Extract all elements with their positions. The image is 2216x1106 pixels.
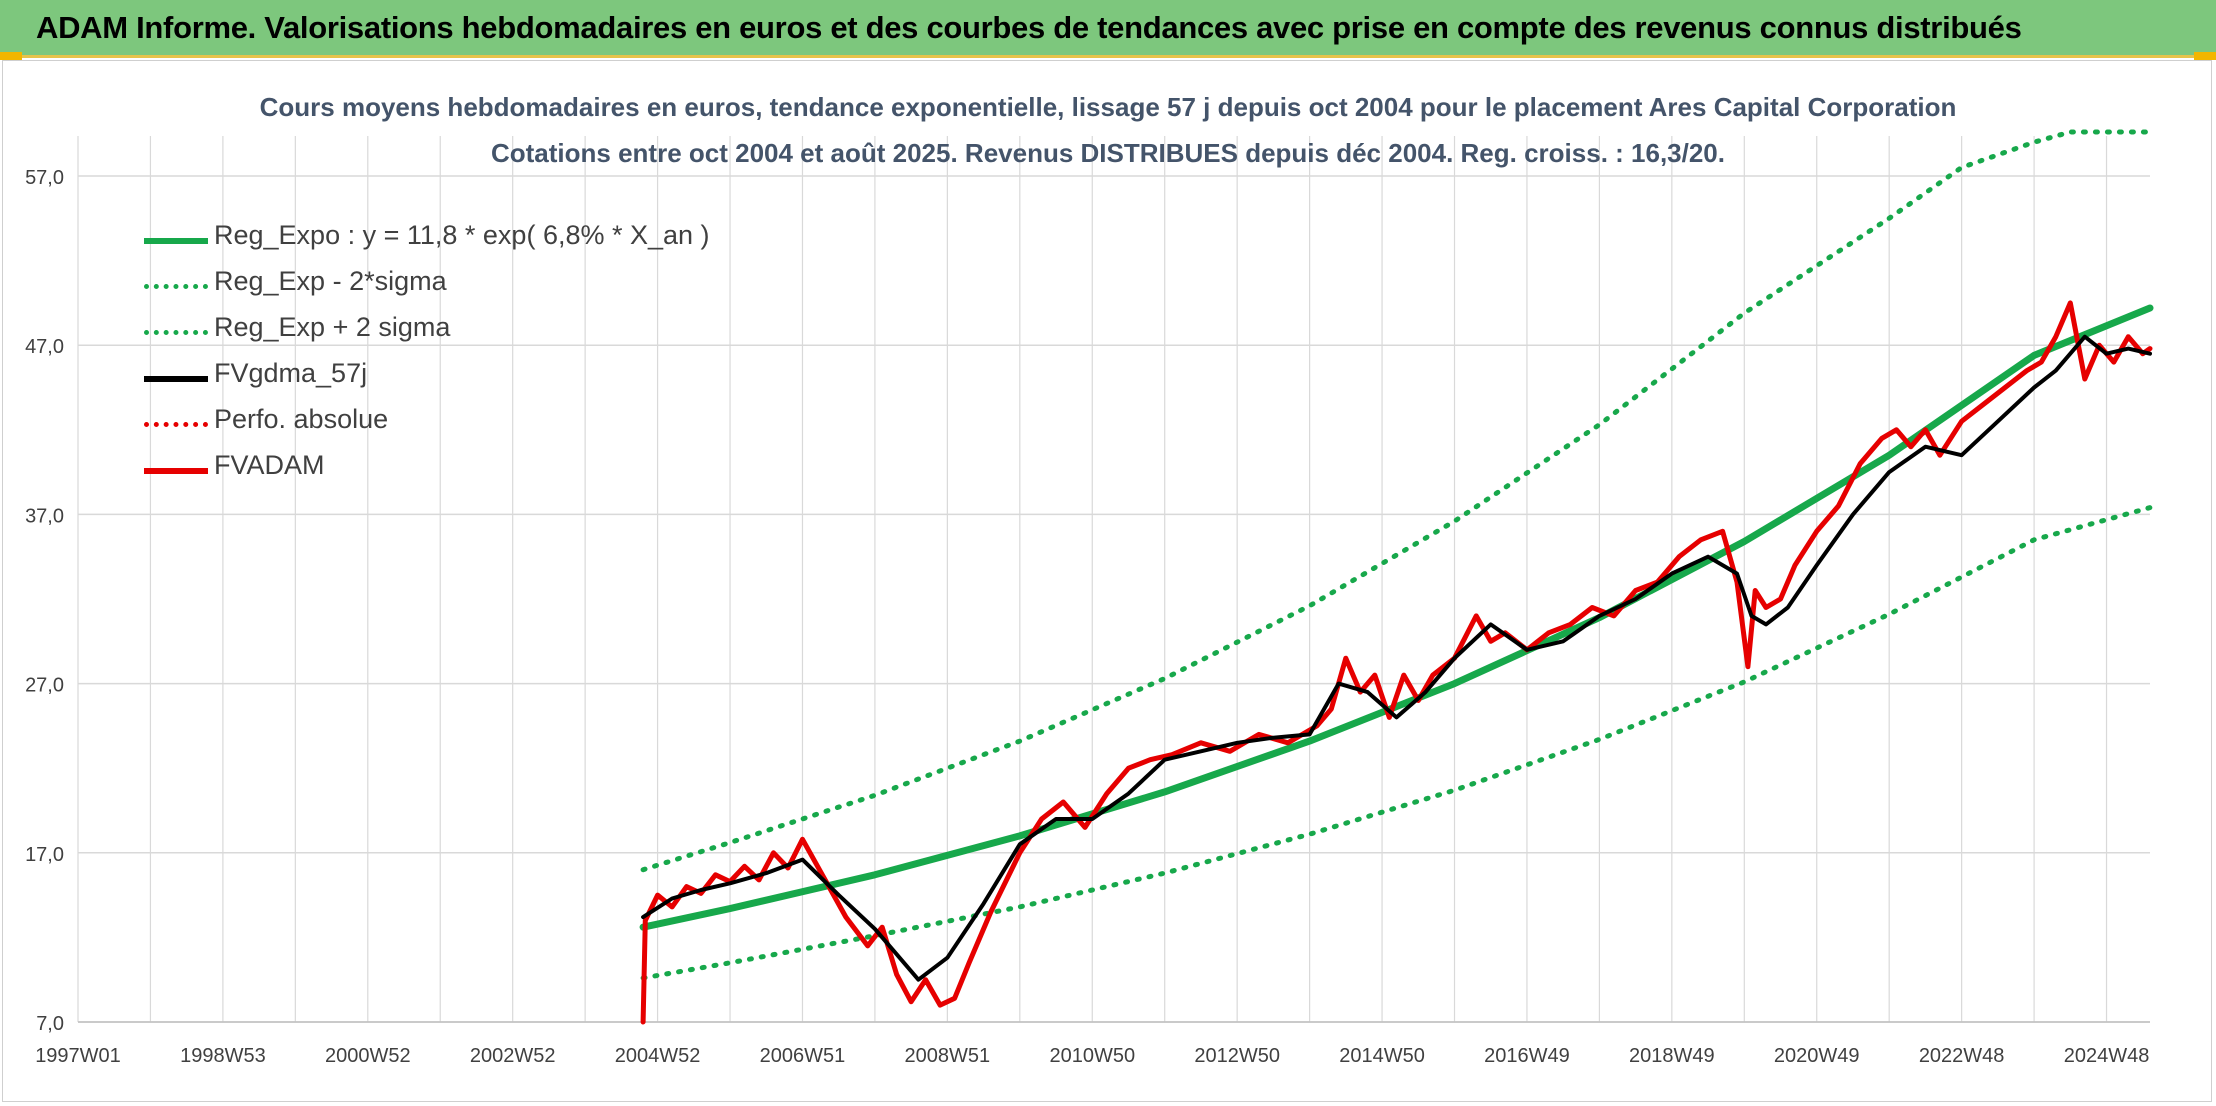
tick-layer: 57,0 47,0 37,0 27,0 17,0 7,0 1997W01 1998W53 200… <box>25 167 2149 1067</box>
x-tick-label: 2008W51 <box>905 1045 991 1067</box>
corner-marker-left <box>0 52 22 60</box>
chart-title: Cours moyens hebdomadaires en euros, ten… <box>259 92 1957 122</box>
series-line-reg_exp <box>640 505 2153 981</box>
y-tick-label: 37,0 <box>25 505 64 527</box>
x-tick-label: 1998W53 <box>180 1045 266 1067</box>
y-tick-label: 47,0 <box>25 336 64 358</box>
legend-swatch <box>144 376 208 382</box>
legend-swatch <box>144 330 208 335</box>
x-tick-label: 2012W50 <box>1194 1045 1280 1067</box>
x-tick-label: 2024W48 <box>2064 1045 2150 1067</box>
legend-label: Reg_Exp - 2*sigma <box>214 266 447 296</box>
legend-swatch <box>144 284 208 289</box>
legend-swatch <box>144 468 208 474</box>
x-tick-label: 2018W49 <box>1629 1045 1715 1067</box>
series-line-reg_exp <box>640 129 2153 873</box>
x-tick-label: 2010W50 <box>1049 1045 1135 1067</box>
x-tick-label: 2002W52 <box>470 1045 556 1067</box>
x-tick-label: 2022W48 <box>1919 1045 2005 1067</box>
legend-label: FVgdma_57j <box>214 358 368 388</box>
x-tick-label: 1997W01 <box>35 1045 121 1067</box>
x-tick-label: 2020W49 <box>1774 1045 1860 1067</box>
y-tick-label: 27,0 <box>25 675 64 697</box>
x-tick-label: 2000W52 <box>325 1045 411 1067</box>
legend-swatch <box>144 238 208 244</box>
x-tick-label: 2006W51 <box>760 1045 846 1067</box>
legend-swatch <box>144 422 208 427</box>
legend-label: Reg_Expo : y = 11,8 * exp( 6,8% * X_an ) <box>214 220 710 250</box>
series-line-reg_expo <box>639 304 2154 931</box>
chart-frame <box>2 60 2212 1102</box>
y-tick-label: 7,0 <box>36 1013 64 1035</box>
x-tick-label: 2016W49 <box>1484 1045 1570 1067</box>
series-layer <box>639 129 2154 1025</box>
y-tick-label: 57,0 <box>25 167 64 189</box>
grid-layer <box>77 136 2150 1023</box>
chart-subtitle: Cotations entre oct 2004 et août 2025. R… <box>490 138 1725 168</box>
report-title: ADAM Informe. Valorisations hebdomadaire… <box>36 10 2022 45</box>
legend-label: Reg_Exp + 2 sigma <box>214 312 451 342</box>
legend-label: FVADAM <box>214 450 325 480</box>
x-tick-label: 2014W50 <box>1339 1045 1425 1067</box>
series-line-fvgdma_57j <box>641 334 2152 982</box>
corner-marker-right <box>2194 52 2216 60</box>
x-tick-label: 2004W52 <box>615 1045 701 1067</box>
series-line-fvadam <box>640 300 2153 1025</box>
legend-label: Perfo. absolue <box>214 404 389 434</box>
y-tick-label: 17,0 <box>25 844 64 866</box>
report-banner: ADAM Informe. Valorisations hebdomadaire… <box>0 0 2216 58</box>
